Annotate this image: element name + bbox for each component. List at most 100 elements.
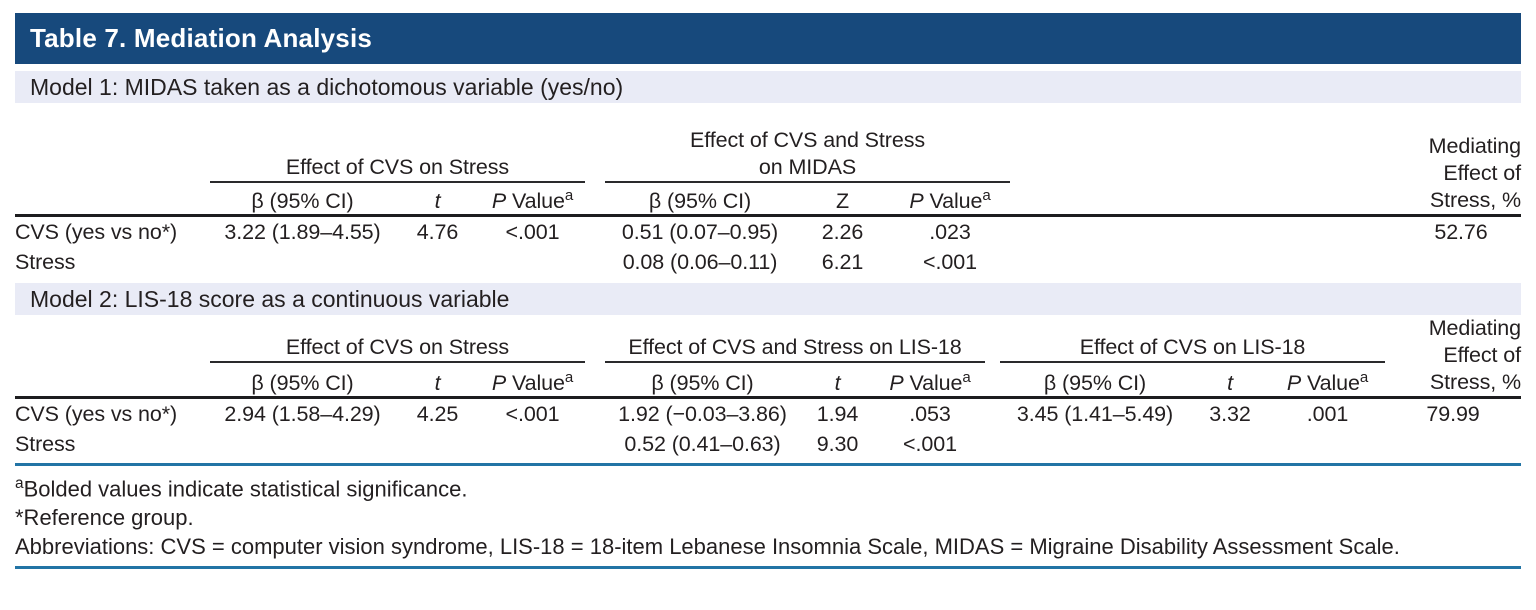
spacer bbox=[985, 398, 1000, 430]
column-header: β (95% CI) bbox=[605, 361, 800, 400]
spacer bbox=[1010, 103, 1401, 182]
value-cell: 3.32 bbox=[1209, 402, 1251, 427]
bottom-rule bbox=[15, 566, 1521, 570]
value-cell bbox=[1385, 429, 1521, 459]
column-header: t bbox=[1190, 361, 1270, 400]
footnote-marker: a bbox=[962, 369, 971, 386]
spacer bbox=[585, 182, 605, 218]
column-header: β (95% CI) bbox=[1000, 361, 1190, 400]
value-cell bbox=[210, 247, 395, 277]
spacer bbox=[585, 315, 605, 362]
footnote-marker: a bbox=[1359, 369, 1369, 386]
model1-table: Effect of CVS on Stress Effect of CVS an… bbox=[15, 103, 1521, 277]
footnotes: aBolded values indicate statistical sign… bbox=[15, 466, 1521, 561]
value-cell: 0.51 (0.07–0.95) bbox=[621, 220, 779, 245]
value-cell: 1.92 (−0.03–3.86) bbox=[618, 402, 787, 427]
column-header: P Valuea bbox=[480, 182, 585, 218]
column-header: Z bbox=[795, 182, 890, 218]
column-header: P Valuea bbox=[1270, 361, 1386, 400]
value-cell: <.001 bbox=[923, 250, 977, 275]
spacer bbox=[585, 361, 605, 400]
column-header: P Valuea bbox=[875, 361, 985, 400]
spacer bbox=[585, 429, 605, 459]
value-cell: 6.21 bbox=[821, 250, 864, 275]
value-cell: 4.25 bbox=[416, 402, 459, 427]
model1-section-label: Model 1: MIDAS taken as a dichotomous va… bbox=[30, 74, 624, 100]
mediating-effect-header: Mediating Effect of Stress, % bbox=[1401, 103, 1521, 218]
value-cell bbox=[395, 429, 480, 459]
table-title: Table 7. Mediation Analysis bbox=[30, 23, 373, 53]
row-label: Stress bbox=[15, 250, 76, 275]
footnote-marker: a bbox=[982, 187, 991, 204]
value-cell: <.001 bbox=[505, 220, 560, 245]
group-header: Effect of CVS and Stress on LIS-18 bbox=[605, 315, 985, 363]
value-cell bbox=[480, 247, 585, 277]
group-header: Effect of CVS on LIS-18 bbox=[1000, 315, 1386, 363]
value-cell: 3.45 (1.41–5.49) bbox=[1016, 402, 1174, 427]
model2-table: Effect of CVS on Stress Effect of CVS an… bbox=[15, 315, 1521, 459]
column-header: β (95% CI) bbox=[210, 182, 395, 218]
table-row: Stress 0.52 (0.41–0.63) 9.30 <.001 bbox=[15, 429, 1521, 459]
model1-section-band: Model 1: MIDAS taken as a dichotomous va… bbox=[15, 71, 1521, 103]
value-cell: 9.30 bbox=[816, 432, 859, 457]
value-cell: <.001 bbox=[505, 402, 560, 427]
footnote-significance: aBolded values indicate statistical sign… bbox=[15, 475, 468, 502]
spacer bbox=[15, 103, 210, 182]
footnote-marker: a bbox=[564, 369, 574, 386]
value-cell: 1.94 bbox=[816, 402, 859, 427]
row-label: Stress bbox=[15, 432, 76, 457]
divider-rule bbox=[15, 463, 1521, 467]
value-cell bbox=[1190, 429, 1270, 459]
value-cell: .023 bbox=[929, 220, 971, 245]
model2-section-label: Model 2: LIS-18 score as a continuous va… bbox=[30, 286, 510, 313]
group-header-label: Effect of CVS on Stress bbox=[285, 155, 510, 179]
group-header: Effect of CVS on Stress bbox=[210, 315, 585, 363]
column-header: P Valuea bbox=[480, 361, 585, 400]
spacer bbox=[585, 103, 605, 182]
table-row: CVS (yes vs no*) 3.22 (1.89–4.55) 4.76 <… bbox=[15, 216, 1521, 248]
value-cell: .053 bbox=[909, 402, 951, 427]
model1-column-header-row: β (95% CI) t P Valuea β (95% CI) Z P Val… bbox=[15, 182, 1521, 218]
column-header: P Valuea bbox=[890, 182, 1011, 218]
spacer bbox=[585, 247, 605, 277]
spacer bbox=[1010, 216, 1401, 248]
value-cell: 79.99 bbox=[1426, 402, 1480, 427]
value-cell: 0.52 (0.41–0.63) bbox=[624, 432, 781, 457]
group-header-label: Effect of CVS on LIS-18 bbox=[1079, 334, 1306, 359]
mediating-effect-header: Mediating Effect of Stress, % bbox=[1385, 315, 1521, 400]
row-label: CVS (yes vs no*) bbox=[15, 220, 178, 245]
column-header: t bbox=[395, 182, 480, 218]
value-cell: .001 bbox=[1306, 402, 1349, 427]
spacer bbox=[15, 182, 210, 218]
model1-group-header-row: Effect of CVS on Stress Effect of CVS an… bbox=[15, 103, 1521, 218]
value-cell: 3.22 (1.89–4.55) bbox=[224, 220, 381, 245]
column-header: β (95% CI) bbox=[210, 361, 395, 400]
spacer bbox=[985, 361, 1000, 400]
footnote-reference-group: *Reference group. bbox=[15, 505, 194, 531]
model2-column-header-row: β (95% CI) t P Valuea β (95% CI) t P Val… bbox=[15, 361, 1521, 400]
group-header: Effect of CVS on Stress bbox=[210, 103, 585, 183]
value-cell bbox=[395, 247, 480, 277]
table-title-bar: Table 7. Mediation Analysis bbox=[15, 13, 1521, 64]
group-header-label: Effect of CVS and Stress on LIS-18 bbox=[628, 334, 962, 359]
value-cell: <.001 bbox=[903, 432, 957, 457]
spacer bbox=[1010, 247, 1401, 277]
value-cell bbox=[1270, 429, 1385, 459]
footnote-abbreviations: Abbreviations: CVS = computer vision syn… bbox=[15, 534, 1400, 560]
value-cell bbox=[1000, 429, 1190, 459]
table-row: CVS (yes vs no*) 2.94 (1.58–4.29) 4.25 <… bbox=[15, 398, 1521, 430]
group-header: Effect of CVS and Stress on MIDAS bbox=[605, 103, 1011, 183]
model2-section-band: Model 2: LIS-18 score as a continuous va… bbox=[15, 283, 1521, 316]
value-cell bbox=[480, 429, 585, 459]
row-label: CVS (yes vs no*) bbox=[15, 402, 178, 427]
spacer bbox=[1010, 182, 1401, 218]
value-cell: 0.08 (0.06–0.11) bbox=[622, 250, 778, 275]
column-header: β (95% CI) bbox=[605, 182, 795, 218]
spacer bbox=[985, 429, 1000, 459]
value-cell: 2.94 (1.58–4.29) bbox=[224, 402, 381, 427]
value-cell: 2.26 bbox=[821, 220, 864, 245]
spacer bbox=[15, 315, 210, 362]
spacer bbox=[585, 398, 605, 430]
spacer bbox=[15, 361, 210, 400]
